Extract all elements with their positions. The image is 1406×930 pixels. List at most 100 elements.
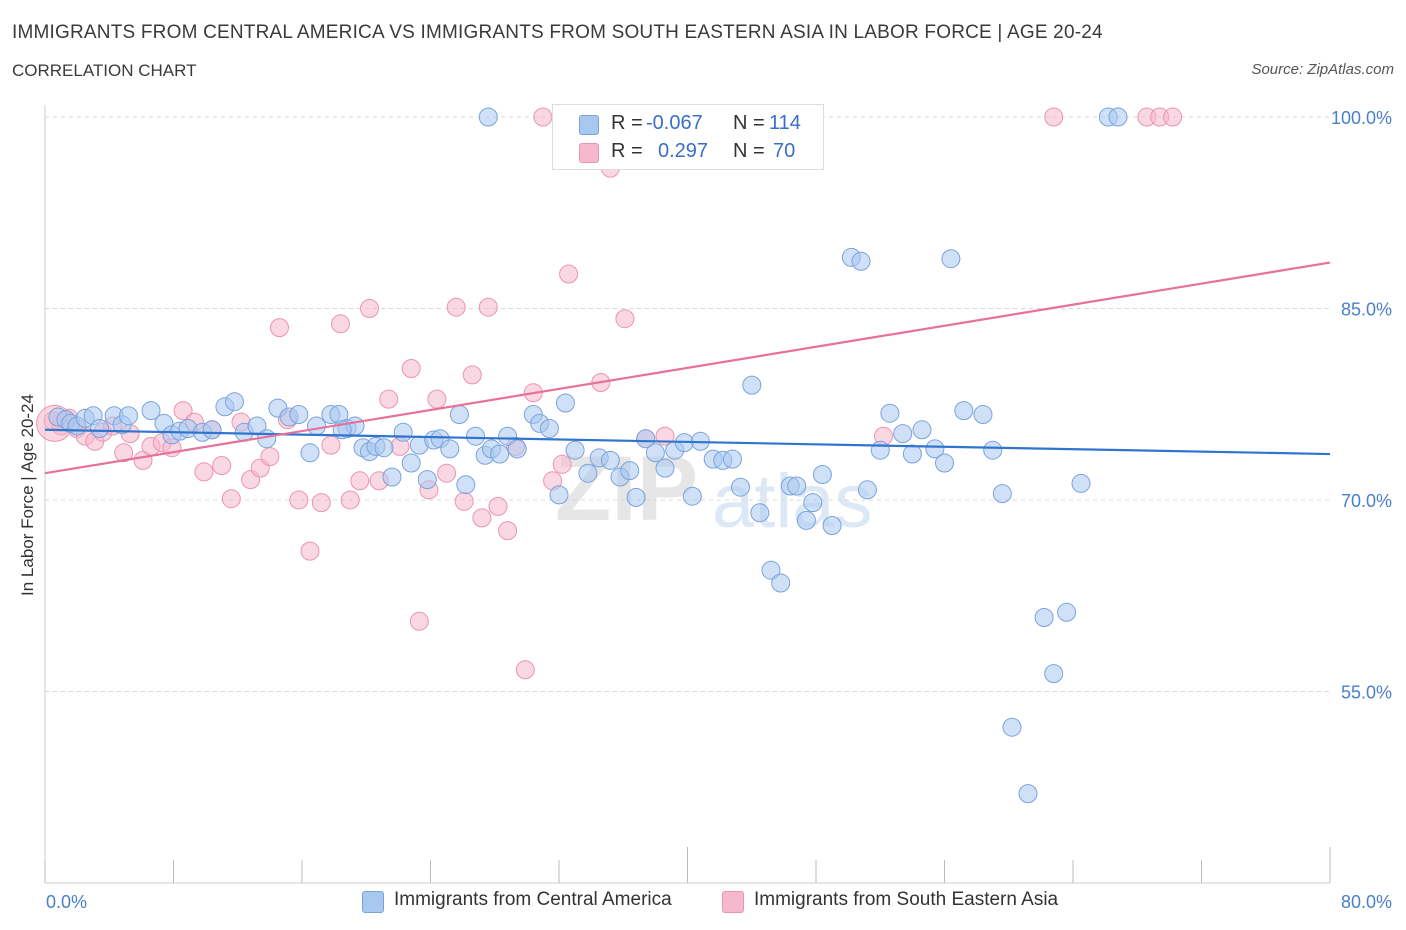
data-point — [490, 444, 510, 464]
data-point — [472, 508, 492, 528]
data-point — [870, 440, 890, 460]
legend-blue-swatch — [362, 891, 384, 913]
data-point — [311, 493, 331, 513]
data-point — [655, 458, 675, 478]
data-point — [289, 405, 309, 424]
data-point — [488, 496, 508, 516]
data-point — [1108, 107, 1128, 127]
data-point — [600, 450, 620, 470]
pink-series — [36, 107, 1183, 680]
data-point — [796, 510, 816, 530]
data-point — [925, 439, 945, 459]
data-point — [902, 444, 922, 464]
data-point — [983, 440, 1003, 460]
data-point — [771, 573, 791, 593]
data-point — [427, 389, 447, 409]
stats-row-pink: R = 0.297 N = 70 — [553, 140, 823, 166]
data-point — [954, 401, 974, 421]
data-point — [822, 516, 842, 535]
data-point — [636, 429, 656, 449]
data-point — [260, 447, 280, 467]
data-point — [466, 426, 485, 446]
data-point — [731, 477, 750, 497]
data-point — [552, 454, 572, 474]
data-point — [331, 314, 350, 334]
data-point — [289, 490, 309, 510]
data-point — [857, 480, 877, 500]
data-point — [1071, 473, 1091, 493]
data-point — [507, 439, 527, 459]
data-point — [851, 251, 871, 271]
y-tick-label: 85.0% — [1341, 300, 1392, 320]
data-point — [194, 462, 214, 482]
n-label: N = — [733, 112, 765, 134]
data-point — [1044, 107, 1064, 127]
data-point — [350, 471, 370, 491]
data-point — [321, 435, 341, 455]
trend-line — [44, 261, 1331, 475]
data-point — [173, 401, 193, 421]
data-point — [750, 503, 770, 523]
data-point — [300, 443, 320, 463]
data-point — [803, 493, 823, 513]
data-point — [761, 560, 781, 580]
data-point — [225, 392, 244, 412]
n-value: 114 — [769, 112, 801, 134]
data-point — [449, 405, 469, 424]
data-point — [401, 359, 421, 378]
data-point — [549, 485, 569, 505]
data-point — [498, 426, 518, 446]
data-point — [1057, 602, 1077, 622]
data-point — [401, 453, 421, 473]
data-point — [498, 521, 518, 541]
x-tick-label: 0.0% — [46, 892, 87, 912]
data-point — [912, 420, 932, 440]
data-point — [620, 461, 640, 481]
data-point — [723, 449, 742, 469]
y-tick-label: 55.0% — [1341, 683, 1392, 703]
r-label: R = — [611, 112, 643, 134]
data-point — [880, 403, 900, 423]
r-value: -0.067 — [646, 112, 703, 134]
chart-subtitle: CORRELATION CHART — [12, 61, 197, 80]
legend-label: Immigrants from South Eastern Asia — [754, 889, 1059, 910]
chart-title: IMMIGRANTS FROM CENTRAL AMERICA VS IMMIG… — [12, 22, 1103, 43]
data-point — [1002, 717, 1022, 737]
data-point — [247, 416, 267, 436]
pink-swatch — [579, 143, 599, 163]
data-point — [360, 299, 379, 318]
data-point — [393, 422, 413, 442]
data-point — [682, 486, 702, 506]
r-value: 0.297 — [658, 140, 709, 162]
data-point — [202, 420, 222, 440]
data-point — [478, 297, 498, 317]
x-tick-label: 80.0% — [1341, 892, 1392, 912]
data-point — [742, 375, 762, 395]
data-point — [340, 490, 360, 510]
data-point — [119, 406, 138, 426]
legend-pink-swatch — [722, 891, 744, 913]
data-point — [478, 107, 498, 127]
data-point — [1163, 107, 1183, 127]
data-point — [417, 470, 437, 490]
data-point — [462, 365, 482, 385]
data-point — [615, 309, 635, 329]
y-tick-label: 100.0% — [1331, 108, 1392, 128]
data-point — [456, 475, 476, 495]
data-point — [893, 424, 913, 444]
data-point — [90, 419, 110, 438]
data-point — [533, 107, 553, 127]
data-point — [645, 443, 665, 463]
data-point — [307, 416, 326, 436]
data-point — [440, 439, 460, 459]
data-point — [221, 489, 241, 509]
data-point — [446, 297, 466, 317]
data-point — [935, 453, 954, 473]
trend-layer — [44, 261, 1331, 475]
data-point — [515, 660, 535, 680]
data-point — [141, 401, 161, 421]
data-point — [1044, 664, 1064, 684]
blue-series — [48, 107, 1128, 804]
data-point — [454, 491, 474, 511]
